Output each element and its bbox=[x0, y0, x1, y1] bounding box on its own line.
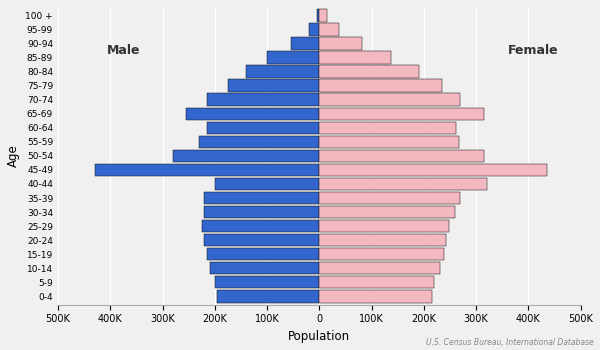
Bar bbox=[205, 192, 319, 204]
Text: U.S. Census Bureau, International Database: U.S. Census Bureau, International Databa… bbox=[426, 337, 594, 346]
Text: Male: Male bbox=[107, 44, 140, 57]
Bar bbox=[317, 9, 319, 22]
Bar bbox=[217, 290, 319, 302]
Bar bbox=[228, 79, 319, 92]
Bar bbox=[319, 178, 487, 190]
Bar bbox=[319, 9, 327, 22]
Bar bbox=[215, 178, 319, 190]
Bar bbox=[319, 37, 362, 50]
Bar bbox=[309, 23, 319, 36]
Bar bbox=[199, 136, 319, 148]
Bar bbox=[207, 93, 319, 106]
X-axis label: Population: Population bbox=[288, 330, 350, 343]
Bar bbox=[319, 164, 547, 176]
Bar bbox=[209, 262, 319, 274]
Bar bbox=[319, 276, 434, 288]
Bar bbox=[319, 23, 338, 36]
Y-axis label: Age: Age bbox=[7, 145, 20, 167]
Text: Female: Female bbox=[508, 44, 559, 57]
Bar bbox=[319, 234, 446, 246]
Bar bbox=[205, 206, 319, 218]
Bar bbox=[319, 136, 460, 148]
Bar bbox=[319, 65, 419, 78]
Bar bbox=[207, 121, 319, 134]
Bar bbox=[215, 276, 319, 288]
Bar bbox=[173, 150, 319, 162]
Bar bbox=[319, 206, 455, 218]
Bar bbox=[202, 220, 319, 232]
Bar bbox=[319, 220, 449, 232]
Bar bbox=[207, 248, 319, 260]
Bar bbox=[319, 262, 440, 274]
Bar bbox=[319, 192, 460, 204]
Bar bbox=[95, 164, 319, 176]
Bar bbox=[319, 93, 460, 106]
Bar bbox=[319, 248, 443, 260]
Bar bbox=[319, 79, 442, 92]
Bar bbox=[205, 234, 319, 246]
Bar bbox=[246, 65, 319, 78]
Bar bbox=[319, 107, 484, 120]
Bar bbox=[319, 290, 431, 302]
Bar bbox=[319, 121, 456, 134]
Bar bbox=[290, 37, 319, 50]
Bar bbox=[319, 150, 484, 162]
Bar bbox=[186, 107, 319, 120]
Bar bbox=[267, 51, 319, 64]
Bar bbox=[319, 51, 391, 64]
